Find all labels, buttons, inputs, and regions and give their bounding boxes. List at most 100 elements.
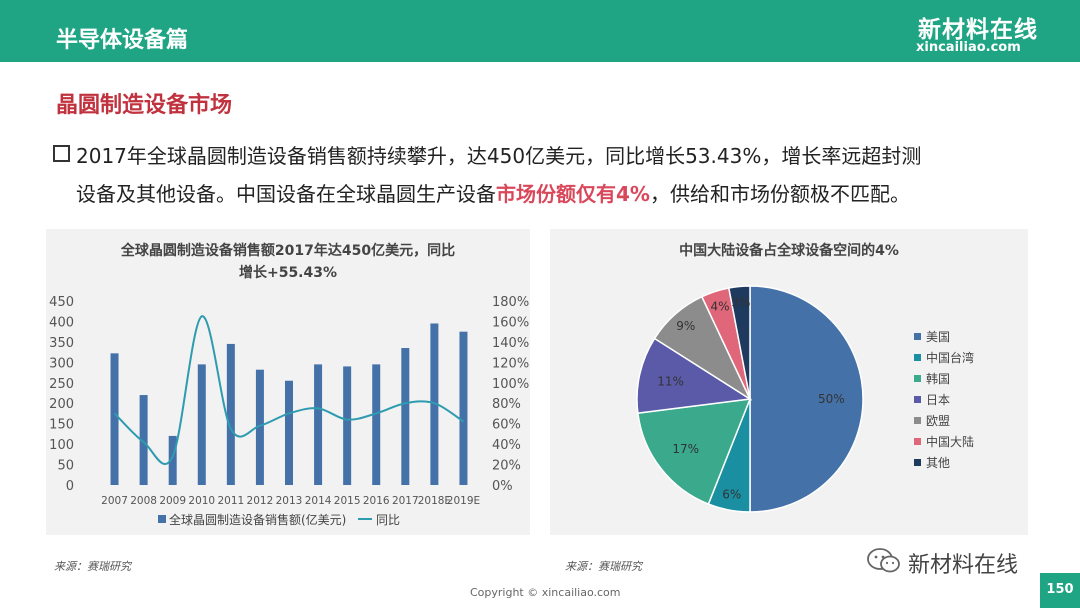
pie-legend-swatch: [914, 333, 921, 340]
y2-axis-tick-label: 120%: [492, 356, 529, 371]
x-axis-tick-label: 2014: [305, 495, 332, 507]
bar-2008: [139, 395, 148, 485]
y-axis-tick-label: 450: [49, 295, 74, 310]
bar-chart-title-line: 增长+55.43%: [239, 264, 337, 281]
wechat-account-name: 新材料在线: [908, 553, 1019, 578]
pie-legend-label: 美国: [926, 330, 950, 344]
pie-legend-label: 欧盟: [926, 414, 950, 428]
brand-logo: 新材料在线 xincailiao.com: [912, 10, 1052, 58]
bar-2014: [314, 364, 323, 485]
yoy-growth-line: [113, 315, 465, 465]
bar-2007: [110, 353, 119, 485]
pie-slice-1: [749, 285, 864, 513]
x-axis-tick-label: 2019E: [447, 495, 480, 507]
pie-slice-7: [727, 285, 751, 400]
legend-line-label: 同比: [376, 513, 400, 527]
body-text-line-1: 2017年全球晶圆制造设备销售额持续攀升，达450亿美元，同比增长53.43%，…: [76, 144, 922, 168]
page-number: 150: [1046, 582, 1074, 597]
x-axis-tick-label: 2009: [159, 495, 186, 507]
pie-legend-swatch: [914, 396, 921, 403]
y2-axis-tick-label: 140%: [492, 336, 529, 351]
pie-chart-panel: 中国大陆设备占全球设备空间的4% 50% 6% 17% 11% 9% 4% 3% 美国 中国台湾韩…: [550, 229, 1028, 535]
x-axis-tick-label: 2018E: [418, 495, 451, 507]
pie-chart: 中国大陆设备占全球设备空间的4% 50% 6% 17% 11% 9% 4% 3% 美国中国台湾韩…: [636, 242, 974, 513]
body-text-before: 设备及其他设备。中国设备在全球晶圆生产设备: [76, 182, 496, 206]
pie-slice-label: 50%: [818, 392, 845, 406]
y2-axis-tick-label: 180%: [492, 295, 529, 310]
bar-2017: [401, 348, 410, 485]
pie-slice-label: 6%: [722, 487, 741, 501]
bar-line-chart-panel: 全球晶圆制造设备销售额2017年达450亿美元，同比 增长+55.43% 0 50 10…: [46, 229, 530, 535]
y-axis-tick-label: 400: [49, 315, 74, 330]
y-axis-tick-label: 50: [57, 459, 74, 474]
y2-axis-tick-label: 80%: [492, 397, 521, 412]
y2-axis-tick-label: 20%: [492, 459, 521, 474]
y-axis-tick-label: 300: [49, 356, 74, 371]
y2-axis-tick-label: 100%: [492, 377, 529, 392]
wechat-icon: [867, 548, 900, 573]
y2-axis-tick-label: 160%: [492, 315, 529, 330]
y-axis-tick-label: 150: [49, 418, 74, 433]
pie-legend-label: 日本: [926, 393, 950, 407]
bar-chart-title-line: 全球晶圆制造设备销售额2017年达450亿美元，同比: [120, 242, 455, 259]
bullet-square-icon: [53, 145, 70, 162]
x-axis-tick-label: 2013: [276, 495, 303, 507]
pie-legend-label: 韩国: [926, 371, 950, 386]
pie-legend-swatch: [914, 375, 921, 382]
bar-2010: [197, 364, 206, 485]
bar-2016: [372, 364, 381, 485]
pie-slice-4: [636, 337, 753, 415]
section-title: 晶圆制造设备市场: [56, 93, 233, 118]
page-title: 半导体设备篇: [56, 28, 189, 53]
pie-slice-label: 4%: [710, 300, 729, 314]
x-axis-tick-label: 2007: [101, 495, 128, 507]
bar-2015: [343, 366, 352, 485]
copyright-text: Copyright © xincailiao.com: [470, 586, 621, 599]
y-axis-tick-label: 200: [49, 397, 74, 412]
x-axis-tick-label: 2016: [363, 495, 390, 507]
y-axis-tick-label: 0: [66, 479, 74, 494]
y2-axis-tick-label: 60%: [492, 418, 521, 433]
legend-bar-label: 全球晶圆制造设备销售额(亿美元): [169, 512, 346, 527]
x-axis-tick-label: 2012: [247, 495, 274, 507]
y-axis-tick-label: 250: [49, 377, 74, 392]
x-axis-tick-label: 2017: [392, 495, 419, 507]
bar-2009: [168, 435, 177, 485]
pie-chart-title: 中国大陆设备占全球设备空间的4%: [679, 242, 899, 259]
logo-sub-text: xincailiao.com: [916, 40, 1021, 55]
y-axis-tick-label: 100: [49, 438, 74, 453]
x-axis-tick-label: 2010: [188, 495, 215, 507]
pie-legend-label: 其他: [926, 456, 950, 470]
bar-2019E: [459, 331, 468, 485]
source-note-left: 来源：赛瑞研究: [54, 560, 131, 573]
header-bar: 半导体设备篇 新材料在线 xincailiao.com: [0, 0, 1080, 62]
pie-legend-swatch: [914, 417, 921, 424]
pie-legend-swatch: [914, 459, 921, 466]
body-text-line-2: 设备及其他设备。中国设备在全球晶圆生产设备市场份额仅有4%，供给和市场份额极不匹…: [76, 178, 910, 207]
x-axis-tick-label: 2008: [130, 495, 157, 507]
y2-axis-tick-label: 40%: [492, 438, 521, 453]
pie-slice-label: 11%: [657, 374, 684, 388]
y-axis-tick-label: 350: [49, 336, 74, 351]
pie-legend-swatch: [914, 438, 921, 445]
bar-2012: [255, 369, 264, 485]
pie-slice-3: [637, 398, 752, 506]
pie-legend-label: 中国台湾: [926, 350, 974, 365]
body-text-after: ，供给和市场份额极不匹配。: [649, 182, 910, 206]
bar-2011: [226, 343, 235, 485]
legend-bar-swatch: [158, 515, 166, 523]
bar-2013: [285, 380, 293, 485]
wechat-watermark: 新材料在线: [866, 547, 1056, 578]
pie-legend-label: 中国大陆: [926, 434, 974, 449]
pie-legend-swatch: [914, 354, 921, 361]
page-number-badge: 150: [1040, 573, 1080, 608]
pie-slice-label: 3%: [731, 295, 750, 309]
logo-main-text: 新材料在线: [918, 17, 1038, 43]
bar-line-chart: 全球晶圆制造设备销售额2017年达450亿美元，同比增长+55.43% 0 50 10…: [49, 242, 529, 527]
y2-axis-tick-label: 0%: [492, 479, 513, 494]
x-axis-tick-label: 2015: [334, 495, 361, 507]
source-note-right: 来源：赛瑞研究: [565, 560, 642, 573]
x-axis-tick-label: 2011: [217, 495, 244, 507]
pie-slice-label: 9%: [676, 319, 695, 333]
